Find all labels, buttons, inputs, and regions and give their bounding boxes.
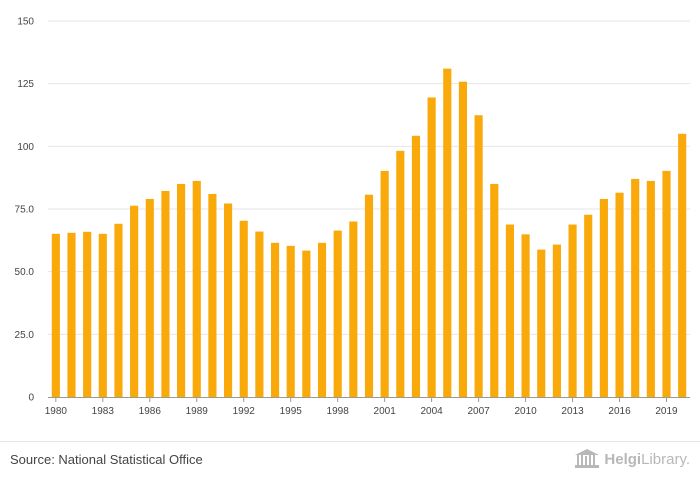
bar-1980 bbox=[51, 233, 60, 397]
x-tick-label: 1992 bbox=[233, 406, 256, 417]
x-tick-label: 1995 bbox=[280, 406, 303, 417]
bar-2020 bbox=[678, 133, 687, 398]
y-tick-label: 100 bbox=[17, 142, 34, 153]
bar-2019 bbox=[662, 170, 671, 397]
bar-1999 bbox=[349, 221, 358, 397]
bar-2014 bbox=[584, 214, 593, 397]
y-tick-label: 150 bbox=[17, 17, 34, 28]
chart-footer: Source: National Statistical Office Helg… bbox=[0, 441, 700, 484]
y-tick-label: 25.0 bbox=[15, 330, 35, 341]
bar-2018 bbox=[646, 180, 655, 397]
bar-2005 bbox=[443, 68, 452, 397]
bar-2013 bbox=[568, 224, 577, 397]
bar-1997 bbox=[317, 242, 327, 397]
x-tick-label: 2001 bbox=[374, 406, 397, 417]
x-tick-label: 2004 bbox=[421, 406, 444, 417]
bar-1996 bbox=[302, 250, 311, 397]
bar-2015 bbox=[599, 198, 608, 397]
x-tick-label: 2007 bbox=[467, 406, 490, 417]
source-note: Source: National Statistical Office bbox=[10, 452, 203, 467]
y-tick-label: 50.0 bbox=[15, 267, 35, 278]
bar-2017 bbox=[631, 178, 640, 397]
helgilibrary-logo: HelgiLibrary. bbox=[574, 449, 690, 469]
y-tick-label: 0 bbox=[28, 393, 34, 404]
bar-1992 bbox=[239, 220, 248, 397]
x-tick-label: 1983 bbox=[92, 406, 115, 417]
bar-1983 bbox=[98, 233, 107, 397]
library-building-icon bbox=[575, 449, 600, 468]
x-tick-label: 1998 bbox=[327, 406, 350, 417]
bar-1995 bbox=[286, 245, 295, 397]
bar-2000 bbox=[364, 194, 374, 397]
bar-2001 bbox=[380, 170, 389, 397]
bar-2008 bbox=[490, 183, 499, 397]
bar-2002 bbox=[396, 150, 405, 397]
bar-1993 bbox=[255, 231, 264, 397]
y-tick-label: 75.0 bbox=[15, 205, 35, 216]
bar-1991 bbox=[224, 203, 233, 397]
y-tick-label: 125 bbox=[17, 79, 34, 90]
bar-1998 bbox=[333, 230, 342, 397]
bar-2006 bbox=[458, 81, 468, 397]
bar-1987 bbox=[161, 190, 170, 397]
bar-2009 bbox=[505, 224, 514, 397]
bar-2007 bbox=[474, 115, 483, 397]
bar-1984 bbox=[114, 223, 123, 397]
bar-1990 bbox=[208, 193, 217, 397]
x-tick-label: 1986 bbox=[139, 406, 162, 417]
bar-2011 bbox=[537, 249, 546, 397]
x-tick-label: 2010 bbox=[514, 406, 537, 417]
bar-1988 bbox=[177, 183, 186, 397]
bar-1989 bbox=[192, 180, 201, 397]
bar-2016 bbox=[615, 192, 624, 397]
x-tick-label: 2019 bbox=[655, 406, 678, 417]
bar-1982 bbox=[83, 231, 92, 397]
y-axis-labels: 0 25.0 50.0 75.0 100 125 150 bbox=[15, 17, 35, 404]
bar-1985 bbox=[130, 205, 139, 397]
x-axis-labels: 1980 1983 1986 1989 1992 1995 1998 2001 2004 2007… bbox=[45, 397, 678, 417]
bar-2010 bbox=[521, 234, 530, 397]
logo-text-library: Library. bbox=[641, 450, 690, 468]
bar-2003 bbox=[411, 135, 421, 397]
bars bbox=[51, 68, 687, 398]
x-tick-label: 2013 bbox=[561, 406, 584, 417]
logo-text-helgi: Helgi bbox=[604, 450, 642, 468]
bar-1986 bbox=[145, 198, 154, 397]
x-tick-label: 1989 bbox=[186, 406, 209, 417]
bar-2012 bbox=[552, 244, 561, 397]
x-tick-label: 2016 bbox=[608, 406, 631, 417]
x-tick-label: 1980 bbox=[45, 406, 68, 417]
bar-1981 bbox=[67, 232, 76, 397]
bar-2004 bbox=[427, 97, 436, 397]
bar-1994 bbox=[270, 242, 280, 397]
